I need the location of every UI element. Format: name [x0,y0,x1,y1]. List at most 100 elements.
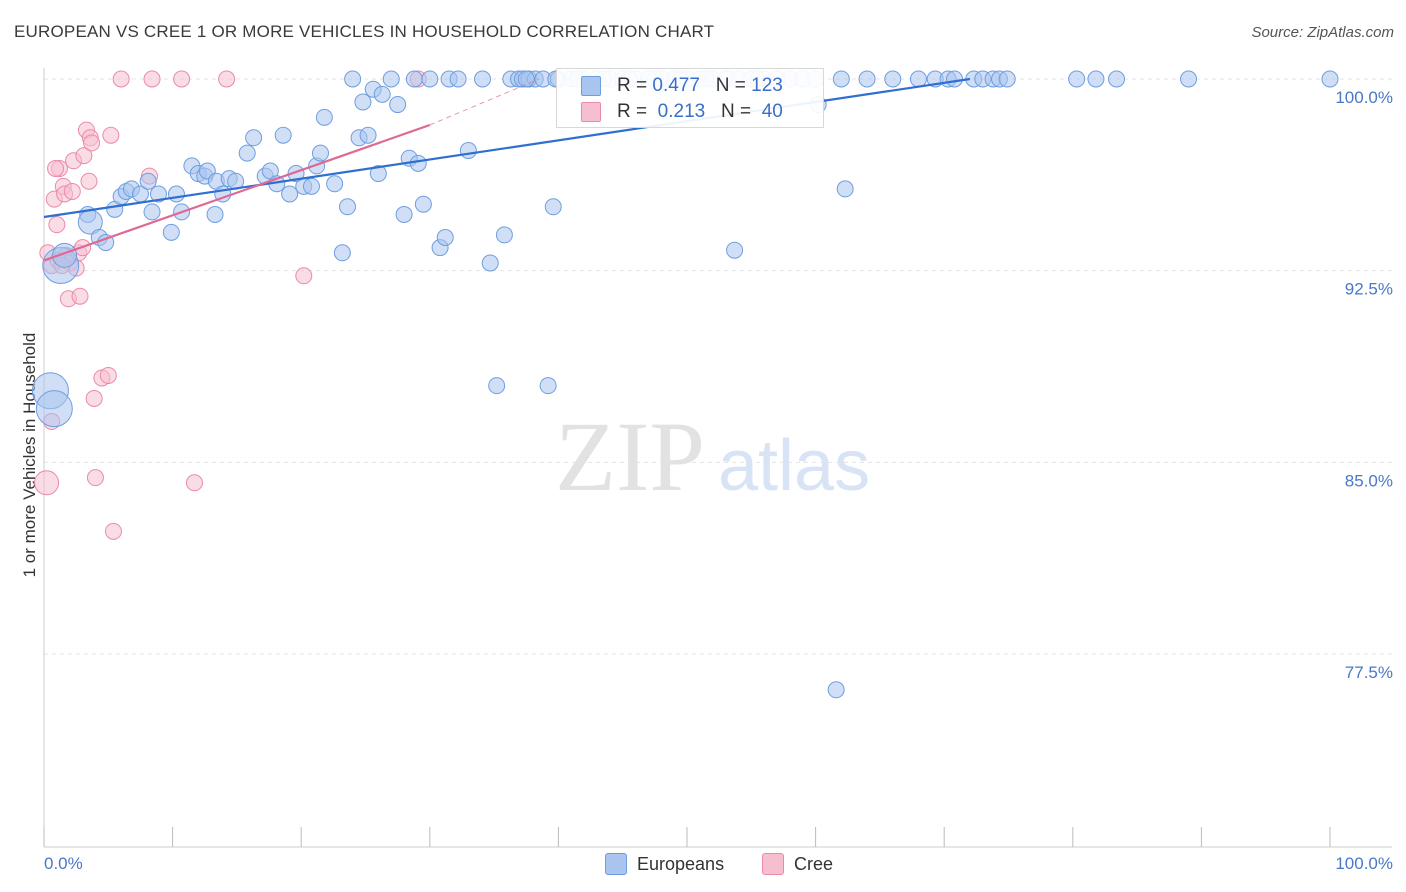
europeans-point [459,142,477,160]
europeans-point [517,70,535,88]
europeans-point [245,129,263,147]
y-tick-label: 92.5% [1345,280,1393,299]
europeans-point [315,108,333,126]
europeans-point [143,203,161,221]
cree-point [295,267,313,285]
europeans-point [998,70,1016,88]
europeans-point [414,195,432,213]
europeans-point [338,198,356,216]
watermark-atlas: atlas [718,426,870,506]
cree-trend-line-extension [429,78,540,126]
cree-point [102,126,120,144]
europeans-point [326,175,344,193]
europeans-point [488,377,506,395]
cree-point [80,172,98,190]
europeans-point [382,70,400,88]
cree-point [34,470,60,496]
x-tick-label: 0.0% [44,854,83,873]
europeans-point [389,96,407,114]
europeans-point [1180,70,1198,88]
europeans-point [1108,70,1126,88]
cree-point [75,147,93,165]
europeans-point [436,228,454,246]
bottom-legend-cree: Cree [762,852,833,876]
y-tick-label: 100.0% [1335,88,1393,107]
cree-point [185,474,203,492]
europeans-point [238,144,256,162]
legend-r-value-cree: 0.213 [657,101,706,122]
europeans-point [832,70,850,88]
europeans-point [539,377,557,395]
europeans-point [836,180,854,198]
europeans-point [206,205,224,223]
europeans-point [474,70,492,88]
europeans-point [52,242,78,268]
source-label: Source: ZipAtlas.com [1251,24,1394,41]
europeans-legend-swatch [605,853,627,875]
europeans-point [395,205,413,223]
watermark: ZIP atlas [555,401,870,512]
legend-n-value-cree: 40 [761,101,783,122]
europeans-point [162,223,180,241]
europeans-point [481,254,499,272]
europeans-point [726,241,744,259]
cree-legend-swatch [762,853,784,875]
europeans-point [359,126,377,144]
europeans-point [827,681,845,699]
europeans-point [945,70,963,88]
europeans-legend-label: Europeans [637,853,725,874]
europeans-point [449,70,467,88]
europeans-point [35,390,73,428]
europeans-point [421,70,439,88]
europeans-point [409,154,427,172]
cree-point [99,366,117,384]
europeans-point [302,177,320,195]
europeans-point [369,165,387,183]
cree-point [104,522,122,540]
europeans-point [909,70,927,88]
bottom-legend-europeans: Europeans [605,852,724,876]
europeans-point [281,185,299,203]
europeans-trend-line [43,77,971,219]
europeans-point [1087,70,1105,88]
europeans-point [884,70,902,88]
europeans-point [139,172,157,190]
cree-trend-line [43,123,431,262]
europeans-point [149,185,167,203]
cree-swatch [581,102,601,122]
tick-labels: 77.5% 85.0% 92.5% 100.0% 0.0% 100.0% [44,88,1393,873]
y-tick-label: 77.5% [1345,663,1393,682]
cree-point [112,70,130,88]
europeans-point [354,93,372,111]
legend-r-label: R = [617,75,653,96]
europeans-point [1321,70,1339,88]
cree-point [143,70,161,88]
axes [43,68,1392,848]
legend-n-label: N = [715,75,752,96]
legend-r-label: R = [617,101,653,122]
cree-point [71,287,89,305]
legend-n-label: N = [721,101,757,122]
europeans-point [274,126,292,144]
europeans-point [858,70,876,88]
europeans-point [311,144,329,162]
grid-lines [44,78,1392,655]
europeans-swatch [581,76,601,96]
europeans-point [344,70,362,88]
europeans-point [544,198,562,216]
cree-legend-label: Cree [794,853,834,874]
cree-point [173,70,191,88]
chart-title: EUROPEAN VS CREE 1 OR MORE VEHICLES IN H… [14,22,715,41]
europeans-point [333,244,351,262]
correlation-legend: R = 0.477 N = 123 R = 0.213 N = 40 [556,68,824,128]
cree-point [48,216,66,234]
europeans-point [1068,70,1086,88]
cree-point [47,159,65,177]
europeans-point [373,85,391,103]
europeans-points [31,70,1339,699]
y-tick-label: 85.0% [1345,471,1393,490]
x-tick-label: 100.0% [1335,854,1393,873]
europeans-point [167,185,185,203]
cree-point [218,70,236,88]
